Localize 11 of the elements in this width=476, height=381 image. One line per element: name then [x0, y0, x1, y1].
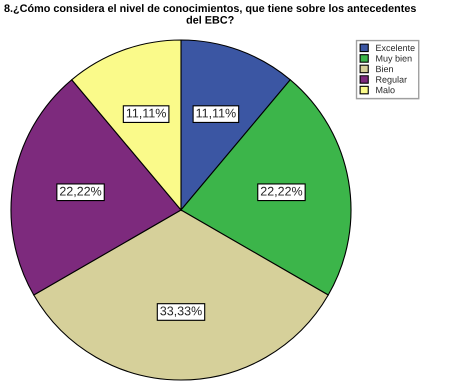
legend-label: Excelente — [376, 44, 415, 52]
data-label: 11,11% — [126, 108, 166, 119]
chart-title: 8.¿Cómo considera el nivel de conocimientos, que tiene sobre los antecedentes del EBC? — [4, 4, 416, 24]
legend-label: Muy bien — [376, 54, 412, 64]
data-label: 33,33% — [160, 306, 202, 317]
legend-label: Regular — [376, 76, 407, 84]
legend-label: Malo — [376, 86, 395, 94]
data-label: 22,22% — [260, 186, 302, 198]
data-label: 11,11% — [196, 108, 236, 119]
data-label: 22,22% — [60, 186, 102, 198]
legend-label: Bien — [376, 66, 393, 72]
